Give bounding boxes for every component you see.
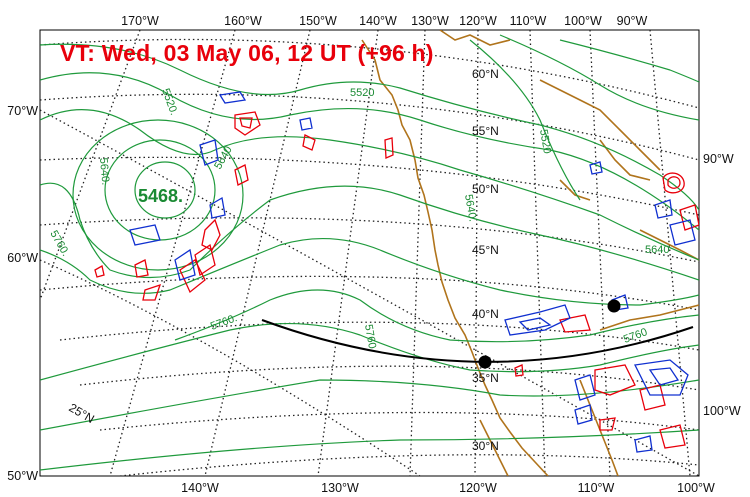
lon-label-bottom: 130°W [321, 481, 359, 495]
lat-label: 60°N [472, 67, 499, 81]
lon-label-top: 90°W [617, 14, 648, 28]
left-longitude-labels: 70°W 60°W 50°W [7, 104, 38, 483]
contour-label: 5760 [362, 323, 378, 349]
lon-label-top: 160°W [224, 14, 262, 28]
lon-label-bottom: 140°W [181, 481, 219, 495]
latitude-lines [40, 38, 699, 476]
lon-label-top: 140°W [359, 14, 397, 28]
right-longitude-labels: 90°W 100°W [703, 152, 741, 418]
lon-label-top: 110°W [510, 14, 547, 28]
valid-time-title: VT: Wed, 03 May 06, 12 UT (+96 h) [60, 40, 434, 66]
lon-label-top: 170°W [121, 14, 159, 28]
longitude-lines [40, 30, 699, 476]
lon-label-top: 100°W [564, 14, 602, 28]
lon-label-left: 60°W [7, 251, 38, 265]
contour-label: 5640. [97, 157, 111, 185]
lon-label-right: 90°W [703, 152, 734, 166]
contour-label: 5640 [645, 244, 669, 256]
lon-label-bottom: 100°W [677, 481, 715, 495]
lat-label: 50°N [472, 182, 499, 196]
lon-label-top: 150°W [299, 14, 337, 28]
lon-label-top: 130°W [411, 14, 449, 28]
contour-label: 5640. [462, 193, 479, 222]
positive-contours [94, 111, 699, 449]
lat-label: 55°N [472, 124, 499, 138]
coastlines [361, 30, 699, 476]
lat-label: 30°N [472, 439, 499, 453]
contour-label: 5520 [537, 128, 553, 154]
top-longitude-labels: 170°W 160°W 150°W 140°W 130°W 120°W 110°… [121, 14, 647, 28]
lon-label-top: 120°W [459, 14, 497, 28]
lon-label-right: 100°W [703, 404, 741, 418]
lat-label: 45°N [472, 243, 499, 257]
height-contours [40, 34, 699, 471]
lon-label-left: 70°W [7, 104, 38, 118]
bottom-longitude-labels: 140°W 130°W 120°W 110°W 100°W [181, 481, 715, 495]
lat-label: 35°N [472, 371, 499, 385]
low-center-label: 5468. [138, 186, 183, 206]
lon-label-bottom: 110°W [578, 481, 615, 495]
lon-label-bottom: 120°W [459, 481, 497, 495]
track-point [478, 355, 492, 369]
lon-label-left: 50°W [7, 469, 38, 483]
lat-label: 40°N [472, 307, 499, 321]
track-point [607, 299, 621, 313]
contour-label: 5520 [350, 87, 374, 99]
